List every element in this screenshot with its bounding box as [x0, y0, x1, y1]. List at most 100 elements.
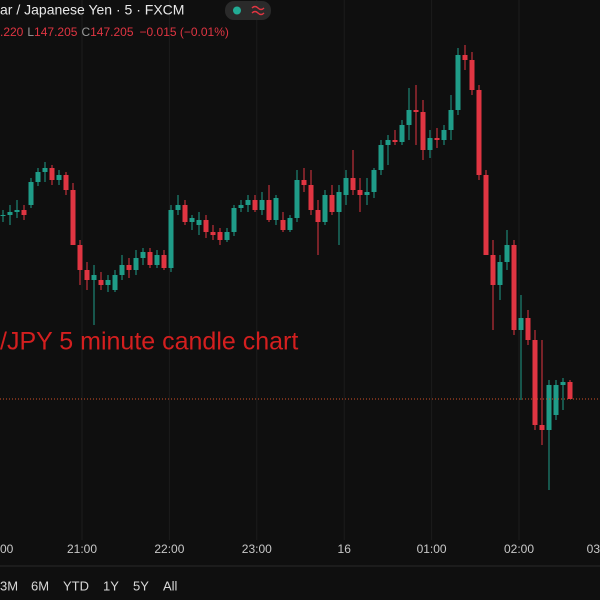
candle-body — [35, 172, 41, 182]
candle-body — [546, 385, 552, 430]
candle-body — [42, 168, 48, 172]
candle-body — [322, 195, 328, 222]
candle-body — [420, 112, 426, 150]
candle-body — [567, 382, 573, 399]
range-button[interactable]: 3M — [0, 578, 18, 593]
range-button[interactable]: 1Y — [103, 578, 119, 593]
quote: .220 L147.205 C147.205 −0.015 (−0.01%) — [0, 25, 229, 39]
candle-body — [490, 255, 496, 285]
candle-body — [350, 178, 356, 190]
candle-body — [518, 318, 524, 330]
candle-body — [441, 130, 447, 140]
candle-body — [399, 125, 405, 142]
candle-body — [154, 255, 160, 265]
x-tick-label: 21:00 — [67, 542, 97, 556]
candle-body — [553, 385, 559, 415]
range-button[interactable]: YTD — [63, 578, 89, 593]
quote-line: .220 L147.205 C147.205 −0.015 (−0.01%) — [0, 25, 229, 39]
candle-body — [217, 232, 223, 240]
plot — [0, 45, 600, 490]
candle-body — [203, 220, 209, 232]
candle-body — [63, 175, 69, 190]
candle-body — [168, 210, 174, 268]
candle-body — [287, 218, 293, 230]
candle-body — [14, 210, 20, 212]
candle-body — [112, 275, 118, 290]
candle-body — [315, 210, 321, 222]
candle-body — [273, 198, 279, 220]
range-button[interactable]: 6M — [31, 578, 49, 593]
candle-body — [245, 200, 251, 205]
candle-body — [280, 220, 286, 230]
quote-item: 147.205 — [34, 25, 78, 39]
candle-body — [357, 190, 363, 195]
x-tick-label: 00 — [0, 542, 14, 556]
candle-body — [133, 258, 139, 270]
candle-body — [378, 145, 384, 170]
candle-body — [385, 140, 391, 145]
candle-body — [126, 265, 132, 270]
candle-body — [119, 265, 125, 275]
candle-body — [210, 232, 216, 235]
quote-item: .220 — [0, 25, 24, 39]
range-button[interactable]: 5Y — [133, 578, 149, 593]
candle-body — [364, 192, 370, 195]
x-tick-label: 02:00 — [504, 542, 534, 556]
candle-body — [147, 252, 153, 265]
candle-body — [294, 180, 300, 218]
candle-body — [532, 340, 538, 425]
candle-body — [56, 175, 62, 180]
candle-body — [175, 205, 181, 210]
candle-body — [91, 275, 97, 280]
candle-body — [497, 262, 503, 285]
status-icon — [251, 5, 265, 16]
candle-body — [98, 280, 104, 285]
candle-body — [189, 218, 195, 222]
candle-body — [238, 205, 244, 208]
candle-body — [371, 170, 377, 192]
grid — [81, 0, 520, 540]
candle-body — [231, 208, 237, 232]
candle-body — [308, 185, 314, 210]
range-button[interactable]: All — [163, 578, 178, 593]
candle-body — [21, 210, 27, 215]
candle-body — [434, 138, 440, 140]
candle-body — [196, 220, 202, 225]
candle-body — [392, 140, 398, 142]
candle-body — [301, 180, 307, 185]
candle-body — [483, 175, 489, 255]
status-dot — [233, 6, 241, 15]
toolbar: 3M 6M YTD 1Y 5Y All — [0, 578, 178, 593]
status-pill[interactable] — [225, 1, 271, 20]
candle-body — [504, 245, 510, 262]
candle-body — [427, 138, 433, 150]
candle-body — [448, 110, 454, 130]
annotation: /JPY 5 minute candle chart — [0, 328, 298, 356]
candle-body — [511, 245, 517, 330]
candle-body — [413, 110, 419, 112]
candle-body — [224, 232, 230, 240]
candle-body — [28, 182, 34, 205]
candle-body — [77, 245, 83, 270]
x-tick-label: 23:00 — [242, 542, 272, 556]
candle-body — [105, 280, 111, 285]
x-tick-label: 22:00 — [154, 542, 184, 556]
candle-body — [266, 200, 272, 220]
x-tick-label: 01:00 — [417, 542, 447, 556]
candle-body — [84, 270, 90, 280]
candle-body — [49, 168, 55, 180]
quote-item: −0.015 (−0.01%) — [140, 25, 229, 39]
quote-item: 147.205 — [90, 25, 134, 39]
candle-body — [259, 200, 265, 210]
candle-body — [252, 200, 258, 210]
quote-item: C — [81, 25, 90, 39]
candle-body — [182, 205, 188, 222]
candle-body — [406, 110, 412, 125]
candle-body — [161, 255, 167, 268]
symbol-title: ar / Japanese Yen · 5 · FXCM — [0, 2, 184, 18]
candle-body — [462, 55, 468, 60]
x-tick-label: 16 — [338, 542, 352, 556]
